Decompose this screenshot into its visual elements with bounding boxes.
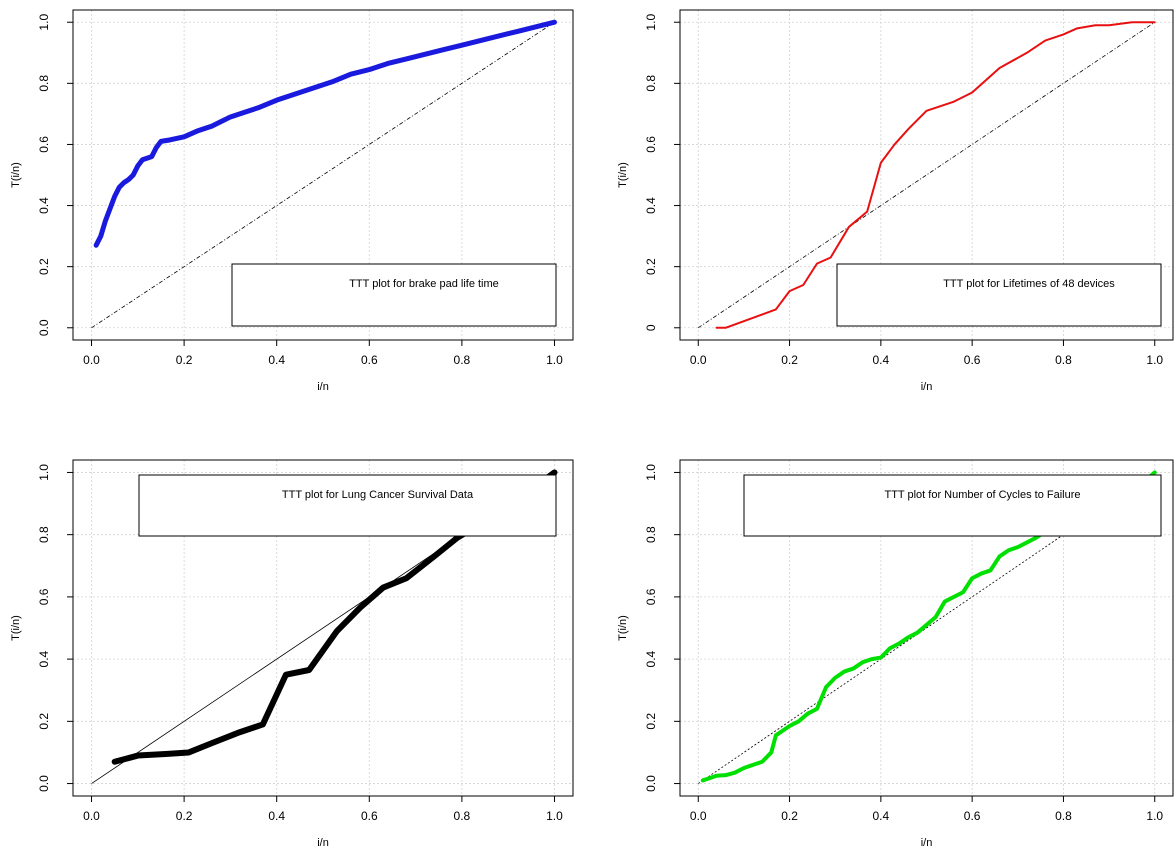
x-axis-label: i/n — [317, 837, 329, 849]
x-tick-label: 1.0 — [1146, 353, 1163, 367]
y-axis-label: T(i/n) — [10, 615, 22, 641]
x-tick-label: 0.0 — [690, 809, 707, 823]
y-axis-label: T(i/n) — [617, 162, 629, 188]
legend-text: TTT plot for Lung Cancer Survival Data — [282, 489, 474, 501]
x-tick-label: 0.2 — [176, 353, 193, 367]
y-tick-label: 1.0 — [37, 14, 51, 31]
y-tick-label: 0.0 — [644, 775, 658, 792]
x-tick-label: 0.4 — [873, 809, 890, 823]
y-tick-label: 0.4 — [644, 650, 658, 667]
legend-text: TTT plot for brake pad life time — [349, 278, 499, 290]
x-tick-label: 0.0 — [83, 353, 100, 367]
x-tick-label: 0.8 — [1055, 809, 1072, 823]
series-line-1 — [715, 21, 1156, 329]
x-tick-label: 0.6 — [361, 809, 378, 823]
x-tick-label: 0.6 — [964, 809, 981, 823]
y-axis-label: T(i/n) — [10, 162, 22, 188]
x-tick-label: 0.4 — [268, 353, 285, 367]
x-tick-label: 1.0 — [1146, 809, 1163, 823]
series-line-1 — [93, 19, 557, 248]
x-tick-label: 0.8 — [1055, 353, 1072, 367]
plot-frame — [679, 459, 1174, 797]
x-tick-label: 0.0 — [690, 353, 707, 367]
x-tick-label: 0.8 — [454, 353, 471, 367]
x-tick-label: 0.0 — [83, 809, 100, 823]
x-axis-label: i/n — [921, 381, 933, 393]
reference-diagonal — [91, 21, 555, 329]
y-tick-label: 0.0 — [37, 319, 51, 336]
chart-panel-3: 0.0 0.2 0.4 0.6 0.8 1.0 0.0 0.2 0.4 0.6 0.8 1.0 i/n T… — [10, 459, 574, 849]
y-tick-label: 1.0 — [37, 464, 51, 481]
x-tick-label: 0.4 — [873, 353, 890, 367]
legend-box — [138, 474, 557, 537]
plot-frame — [72, 9, 574, 341]
y-tick-label: 0.4 — [37, 650, 51, 667]
y-axis-label: T(i/n) — [617, 615, 629, 641]
y-tick-label: 0.8 — [37, 526, 51, 543]
chart-panel-2: 0.0 0.2 0.4 0.6 0.8 1.0 0 0.2 0.4 0.6 0.8 1.0 i/n T(i… — [617, 9, 1174, 393]
plot-frame — [72, 459, 574, 797]
y-tick-label: 0.2 — [644, 258, 658, 275]
x-tick-label: 1.0 — [546, 809, 563, 823]
y-tick-label: 0.6 — [37, 136, 51, 153]
y-tick-label: 0.4 — [37, 197, 51, 214]
y-tick-label: 0.2 — [37, 713, 51, 730]
y-tick-label: 0.8 — [644, 75, 658, 92]
y-tick-label: 0.4 — [644, 197, 658, 214]
legend-box — [231, 263, 557, 327]
y-tick-label: 0.6 — [37, 588, 51, 605]
x-axis-label: i/n — [921, 837, 933, 849]
y-tick-label: 0 — [644, 324, 658, 331]
x-tick-label: 0.2 — [781, 353, 798, 367]
y-tick-label: 0.6 — [644, 136, 658, 153]
y-tick-label: 1.0 — [644, 14, 658, 31]
y-tick-label: 0.0 — [37, 775, 51, 792]
x-tick-label: 0.2 — [781, 809, 798, 823]
x-tick-label: 0.6 — [964, 353, 981, 367]
legend-text: TTT plot for Lifetimes of 48 devices — [943, 278, 1115, 290]
x-tick-label: 0.6 — [361, 353, 378, 367]
legend-text: TTT plot for Number of Cycles to Failure — [884, 489, 1080, 501]
legend-box — [836, 263, 1162, 327]
y-tick-label: 0.6 — [644, 588, 658, 605]
y-tick-label: 0.8 — [37, 75, 51, 92]
x-tick-label: 1.0 — [546, 353, 563, 367]
x-axis-label: i/n — [317, 381, 329, 393]
x-tick-label: 0.4 — [268, 809, 285, 823]
chart-panel-4: 0.0 0.2 0.4 0.6 0.8 1.0 0.0 0.2 0.4 0.6 0.8 1.0 i/n T… — [617, 459, 1174, 849]
y-tick-label: 1.0 — [644, 464, 658, 481]
reference-diagonal — [698, 21, 1155, 329]
y-tick-label: 0.2 — [37, 258, 51, 275]
legend-box — [743, 474, 1162, 537]
x-tick-label: 0.2 — [176, 809, 193, 823]
y-tick-label: 0.2 — [644, 713, 658, 730]
y-tick-label: 0.8 — [644, 526, 658, 543]
x-tick-label: 0.8 — [454, 809, 471, 823]
chart-panel-1: 0.0 0.2 0.4 0.6 0.8 1.0 0.0 0.2 0.4 0.6 0.8 1.0 i/n T… — [10, 9, 574, 393]
plot-frame — [679, 9, 1174, 341]
